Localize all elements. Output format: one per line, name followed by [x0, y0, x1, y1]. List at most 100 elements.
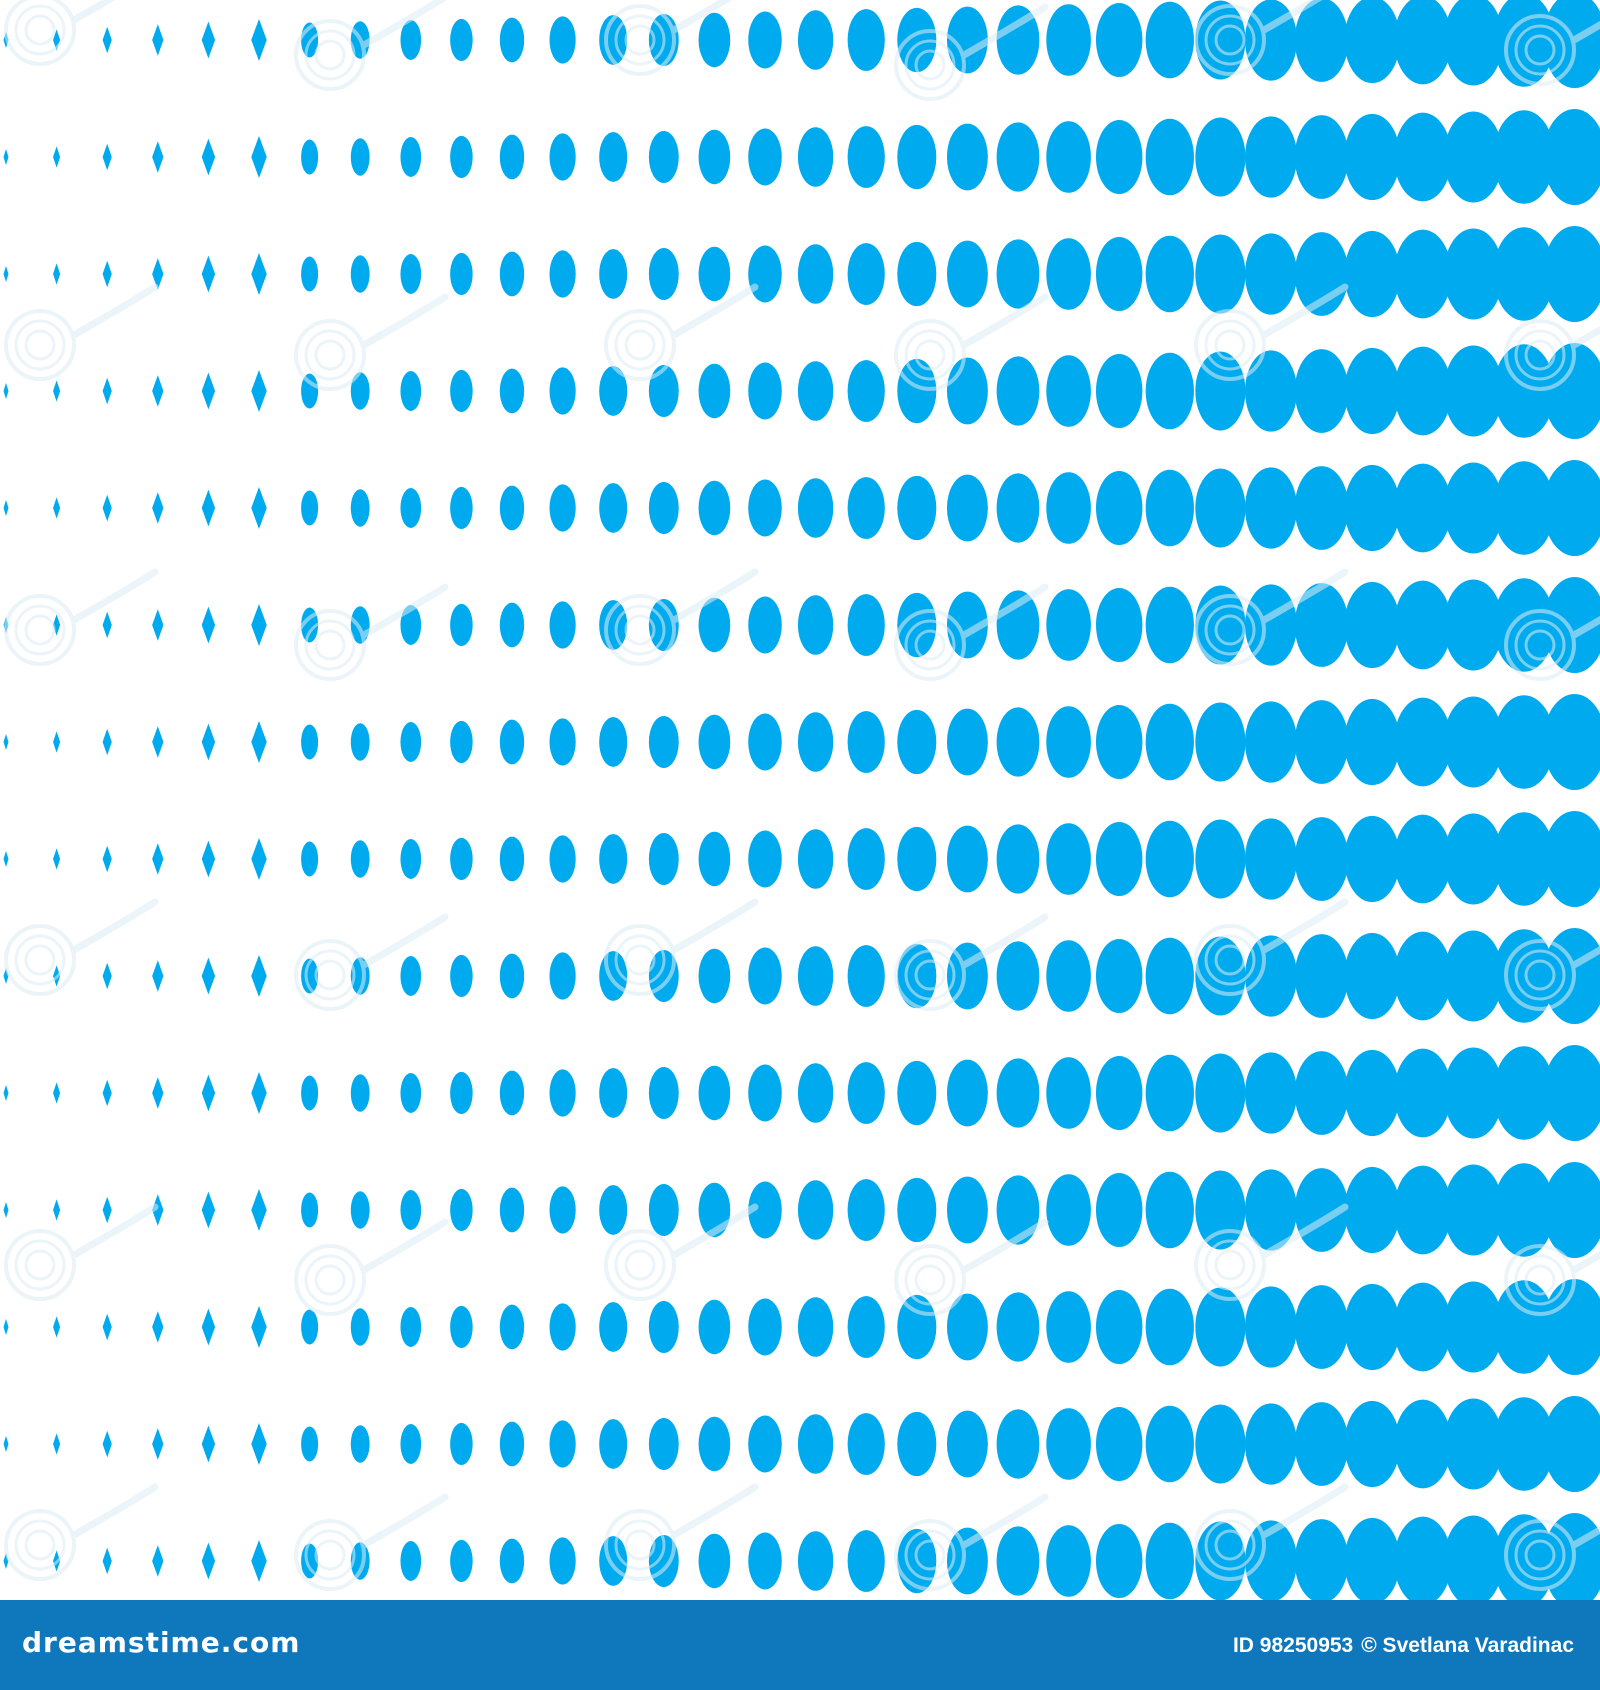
diamond-dot — [251, 1072, 267, 1114]
ellipse-dot — [847, 243, 885, 305]
diamond-dot — [3, 32, 9, 48]
ellipse-dot — [400, 839, 422, 879]
ellipse-dot — [1543, 109, 1600, 205]
ellipse-dot — [648, 1417, 679, 1471]
ellipse-dot — [549, 1303, 576, 1351]
ellipse-dot — [599, 1536, 628, 1586]
ellipse-dot — [350, 255, 370, 293]
ellipse-dot — [996, 239, 1040, 309]
diamond-dot — [251, 1189, 267, 1231]
ellipse-dot — [1543, 577, 1600, 673]
ellipse-dot — [301, 724, 319, 760]
halftone-dot-pattern — [3, 0, 1600, 1600]
ellipse-dot — [350, 1425, 370, 1463]
ellipse-dot — [748, 1415, 782, 1473]
diamond-dot — [53, 1550, 61, 1572]
ellipse-dot — [797, 127, 834, 187]
ellipse-dot — [499, 1070, 525, 1116]
ellipse-dot — [1095, 1289, 1143, 1365]
ellipse-dot — [350, 372, 370, 410]
ellipse-dot — [1245, 935, 1297, 1017]
diamond-dot — [53, 848, 61, 870]
ellipse-dot — [1046, 1174, 1091, 1246]
ellipse-dot — [400, 137, 422, 177]
ellipse-dot — [996, 473, 1040, 543]
ellipse-dot — [1245, 1520, 1297, 1600]
ellipse-dot — [1543, 1162, 1600, 1258]
ellipse-dot — [301, 256, 319, 292]
ellipse-dot — [748, 1064, 782, 1122]
ellipse-dot — [946, 474, 988, 542]
ellipse-dot — [648, 832, 679, 886]
ellipse-dot — [1443, 579, 1504, 671]
diamond-dot — [251, 1306, 267, 1348]
diamond-dot — [3, 149, 9, 165]
ellipse-dot — [1245, 1286, 1297, 1368]
ellipse-dot — [1443, 111, 1504, 203]
ellipse-dot — [1443, 813, 1504, 905]
ellipse-dot — [1046, 589, 1091, 661]
ellipse-dot — [549, 1537, 576, 1585]
ellipse-dot — [1294, 349, 1349, 433]
ellipse-dot — [1145, 937, 1194, 1015]
ellipse-dot — [599, 1419, 628, 1469]
ellipse-dot — [897, 1528, 937, 1594]
diamond-dot — [201, 1425, 216, 1463]
ellipse-dot — [748, 596, 782, 654]
ellipse-dot — [1443, 1398, 1504, 1490]
ellipse-dot — [1493, 1163, 1555, 1257]
ellipse-dot — [847, 1413, 885, 1475]
ellipse-dot — [946, 123, 988, 191]
ellipse-dot — [301, 1309, 319, 1345]
ellipse-dot — [648, 364, 679, 418]
ellipse-dot — [648, 130, 679, 184]
ellipse-dot — [450, 1188, 473, 1232]
diamond-dot — [152, 258, 164, 290]
ellipse-dot — [1145, 1522, 1194, 1600]
ellipse-dot — [1245, 584, 1297, 666]
diamond-dot — [201, 1074, 216, 1112]
diamond-dot — [3, 383, 9, 399]
ellipse-dot — [1394, 1282, 1452, 1372]
ellipse-dot — [1493, 812, 1555, 906]
ellipse-dot — [996, 122, 1040, 192]
diamond-dot — [251, 370, 267, 412]
ellipse-dot — [1294, 700, 1349, 784]
ellipse-dot — [1195, 468, 1246, 548]
ellipse-dot — [499, 134, 525, 180]
ellipse-dot — [748, 713, 782, 771]
ellipse-dot — [1294, 1402, 1349, 1486]
ellipse-dot — [1294, 1168, 1349, 1252]
ellipse-dot — [1294, 1285, 1349, 1369]
ellipse-dot — [1394, 697, 1452, 787]
ellipse-dot — [400, 20, 422, 60]
ellipse-dot — [648, 481, 679, 535]
ellipse-dot — [897, 709, 937, 775]
ellipse-dot — [1095, 470, 1143, 546]
diamond-dot — [152, 726, 164, 758]
ellipse-dot — [1493, 695, 1555, 789]
ellipse-dot — [1443, 0, 1504, 86]
ellipse-dot — [1095, 2, 1143, 78]
ellipse-dot — [698, 480, 731, 536]
diamond-dot — [152, 492, 164, 524]
ellipse-dot — [1344, 0, 1401, 84]
ellipse-dot — [996, 824, 1040, 894]
ellipse-dot — [1344, 230, 1401, 318]
diamond-dot — [53, 146, 61, 168]
ellipse-dot — [301, 1192, 319, 1228]
ellipse-dot — [301, 1543, 319, 1579]
diamond-dot — [201, 1308, 216, 1346]
ellipse-dot — [1394, 931, 1452, 1021]
diamond-dot — [53, 263, 61, 285]
ellipse-dot — [698, 1533, 731, 1589]
ellipse-dot — [897, 358, 937, 424]
diamond-dot — [53, 1082, 61, 1104]
ellipse-dot — [698, 246, 731, 302]
diamond-dot — [201, 372, 216, 410]
ellipse-dot — [897, 1294, 937, 1360]
ellipse-dot — [797, 1297, 834, 1357]
ellipse-dot — [450, 1305, 473, 1349]
ellipse-dot — [1294, 934, 1349, 1018]
diamond-dot — [251, 253, 267, 295]
